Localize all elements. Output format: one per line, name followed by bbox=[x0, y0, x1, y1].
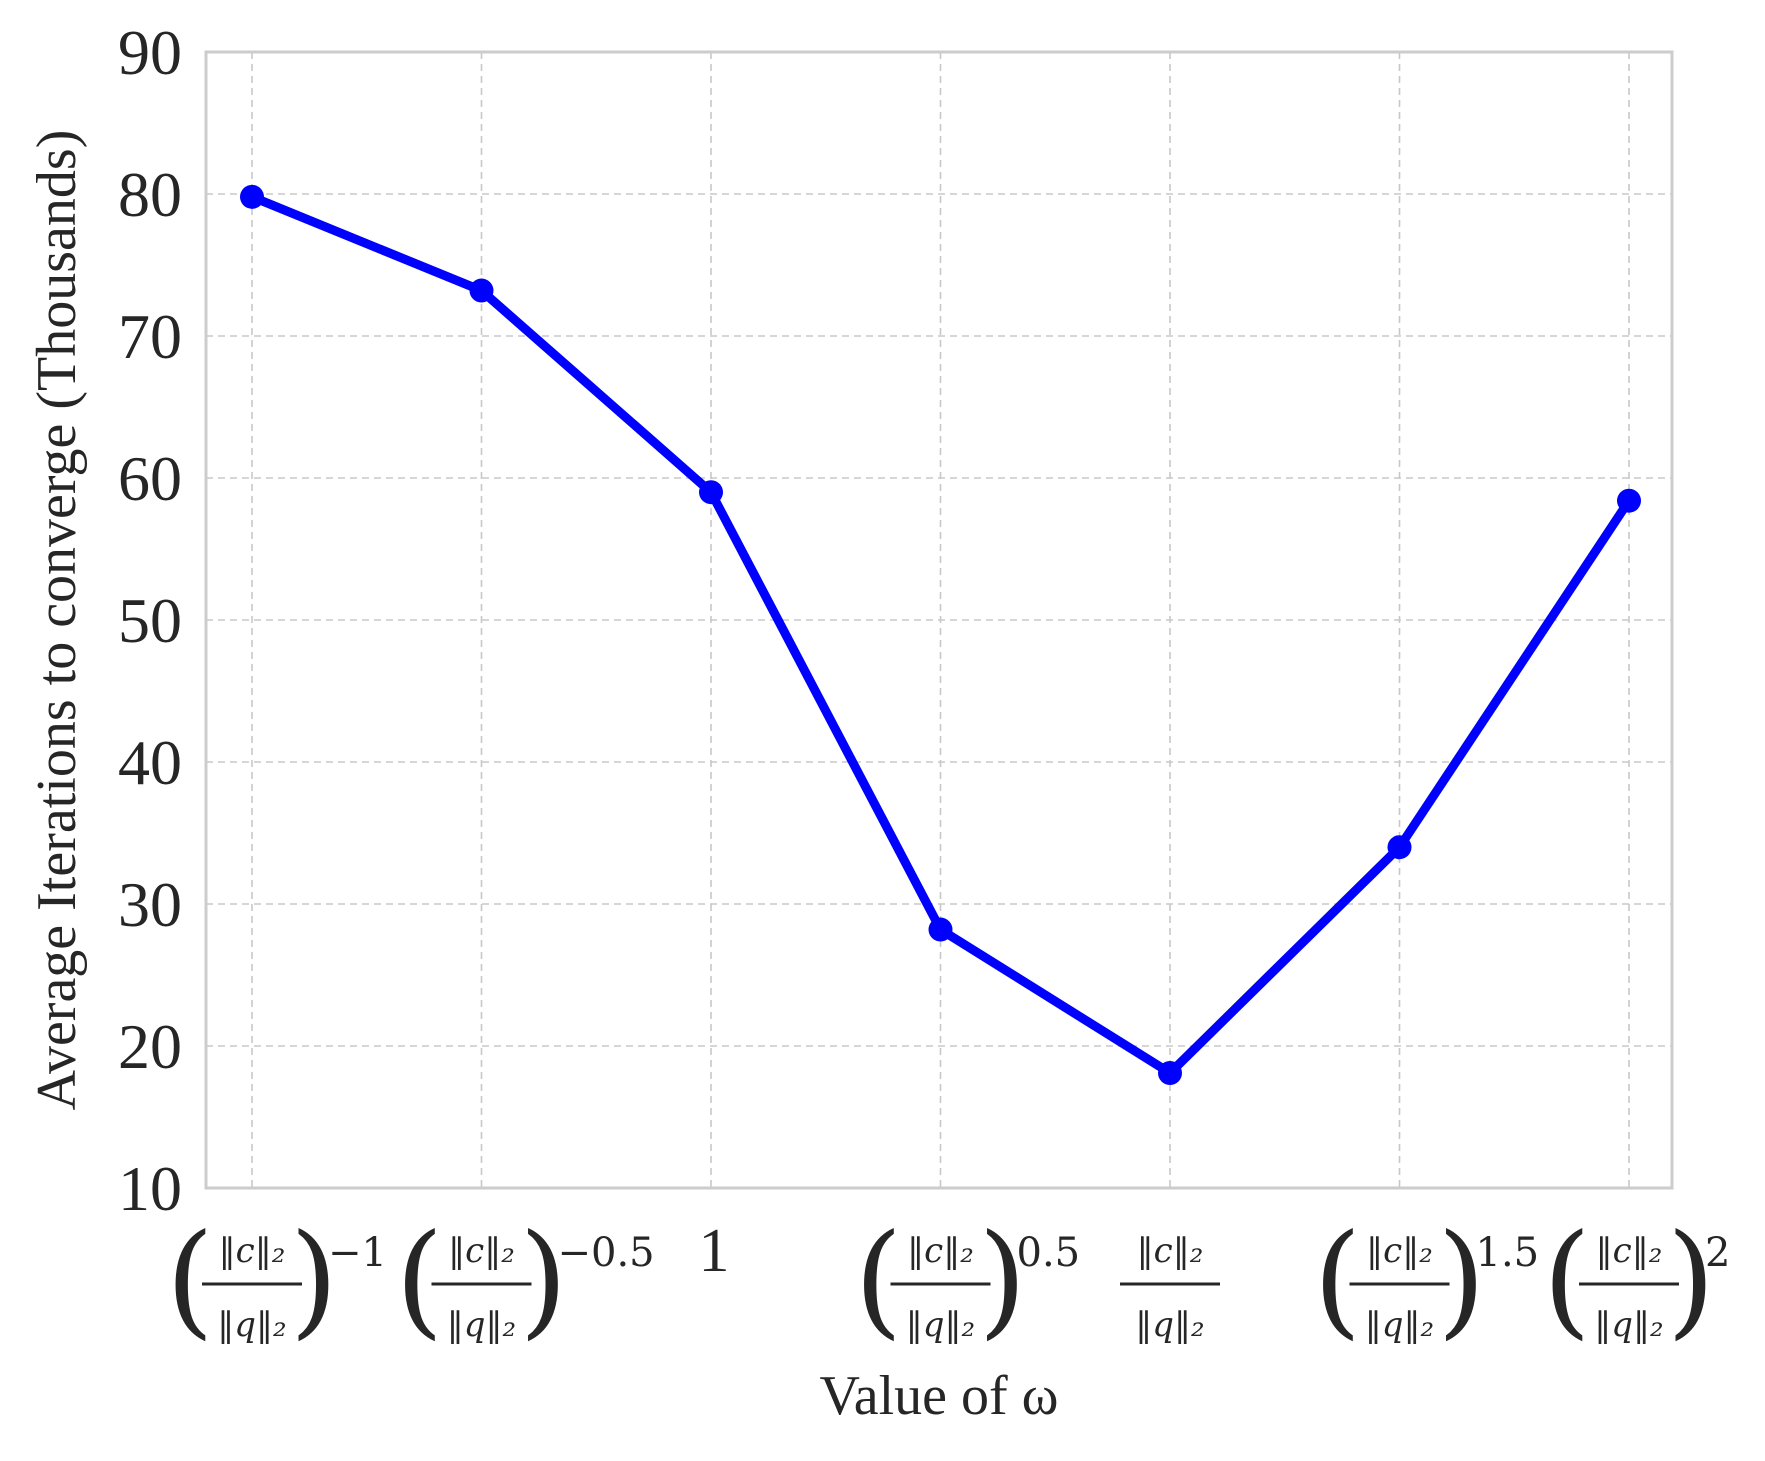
right-parenthesis: ) bbox=[519, 1208, 567, 1352]
y-tick-label: 40 bbox=[118, 727, 182, 798]
right-parenthesis: ) bbox=[1667, 1208, 1715, 1352]
x-tick-label: 1 bbox=[699, 1217, 730, 1285]
y-tick-label: 20 bbox=[118, 1011, 182, 1082]
x-tick-label: ‖c‖₂ ‖q‖₂()−1 bbox=[166, 1208, 387, 1352]
y-tick-label: 10 bbox=[118, 1153, 182, 1224]
x-tick-labels: ‖c‖₂‖q‖₂()−1 ‖c‖₂‖q‖₂()−0.5 1 ‖c‖₂‖q‖₂()0.5… bbox=[166, 1208, 1731, 1352]
left-parenthesis: ( bbox=[854, 1208, 902, 1352]
fraction-numerator: ‖c‖₂ bbox=[219, 1231, 286, 1271]
right-parenthesis: ) bbox=[1437, 1208, 1485, 1352]
data-point bbox=[240, 184, 264, 209]
plot-frame bbox=[204, 50, 1674, 1190]
left-parenthesis: ( bbox=[1543, 1208, 1591, 1352]
data-point bbox=[1158, 1060, 1182, 1085]
y-tick-labels: 10 20 30 40 50 60 70 80 90 bbox=[118, 17, 182, 1224]
fraction-numerator: ‖c‖₂ bbox=[448, 1231, 515, 1271]
x-tick-text: 1 bbox=[699, 1217, 730, 1285]
y-tick-label: 30 bbox=[118, 869, 182, 940]
series-group bbox=[240, 184, 1641, 1085]
y-tick-label: 50 bbox=[118, 585, 182, 656]
left-parenthesis: ( bbox=[395, 1208, 443, 1352]
y-tick-label: 70 bbox=[118, 301, 182, 372]
data-point bbox=[1387, 835, 1412, 860]
right-parenthesis: ) bbox=[978, 1208, 1026, 1352]
y-axis-label: Average Iterations to converge (Thousand… bbox=[26, 130, 88, 1111]
data-point bbox=[469, 278, 494, 303]
data-point bbox=[699, 480, 723, 505]
x-tick-label: ‖c‖₂ ‖q‖₂ bbox=[1120, 1231, 1220, 1345]
x-axis-label: Value of ω bbox=[819, 1365, 1058, 1427]
exponent: 1.5 bbox=[1476, 1230, 1540, 1276]
x-tick-label: ‖c‖₂ ‖q‖₂()−0.5 bbox=[395, 1208, 654, 1352]
fraction-denominator: ‖q‖₂ bbox=[1135, 1305, 1204, 1345]
exponent: −0.5 bbox=[558, 1230, 655, 1276]
fraction-denominator: ‖q‖₂ bbox=[1365, 1305, 1434, 1345]
fraction-denominator: ‖q‖₂ bbox=[447, 1305, 516, 1345]
fraction-numerator: ‖c‖₂ bbox=[907, 1231, 974, 1271]
fraction-numerator: ‖c‖₂ bbox=[1596, 1231, 1663, 1271]
exponent: 2 bbox=[1705, 1230, 1730, 1276]
y-tick-label: 80 bbox=[118, 159, 182, 230]
fraction-denominator: ‖q‖₂ bbox=[217, 1305, 286, 1345]
x-tick-label: ‖c‖₂ ‖q‖₂()2 bbox=[1543, 1208, 1731, 1352]
left-parenthesis: ( bbox=[1313, 1208, 1361, 1352]
x-tick-label: ‖c‖₂ ‖q‖₂()1.5 bbox=[1313, 1208, 1539, 1352]
data-point bbox=[928, 917, 953, 942]
data-point bbox=[1617, 488, 1641, 513]
x-tick-label: ‖c‖₂ ‖q‖₂()0.5 bbox=[854, 1208, 1080, 1352]
fraction-numerator: ‖c‖₂ bbox=[1366, 1231, 1433, 1271]
exponent: 0.5 bbox=[1017, 1230, 1081, 1276]
left-parenthesis: ( bbox=[166, 1208, 214, 1352]
y-tick-label: 60 bbox=[118, 443, 182, 514]
fraction-denominator: ‖q‖₂ bbox=[1594, 1305, 1663, 1345]
fraction-numerator: ‖c‖₂ bbox=[1137, 1231, 1204, 1271]
exponent: −1 bbox=[328, 1230, 387, 1276]
right-parenthesis: ) bbox=[290, 1208, 338, 1352]
y-tick-label: 90 bbox=[118, 17, 182, 88]
fraction-denominator: ‖q‖₂ bbox=[906, 1305, 975, 1345]
